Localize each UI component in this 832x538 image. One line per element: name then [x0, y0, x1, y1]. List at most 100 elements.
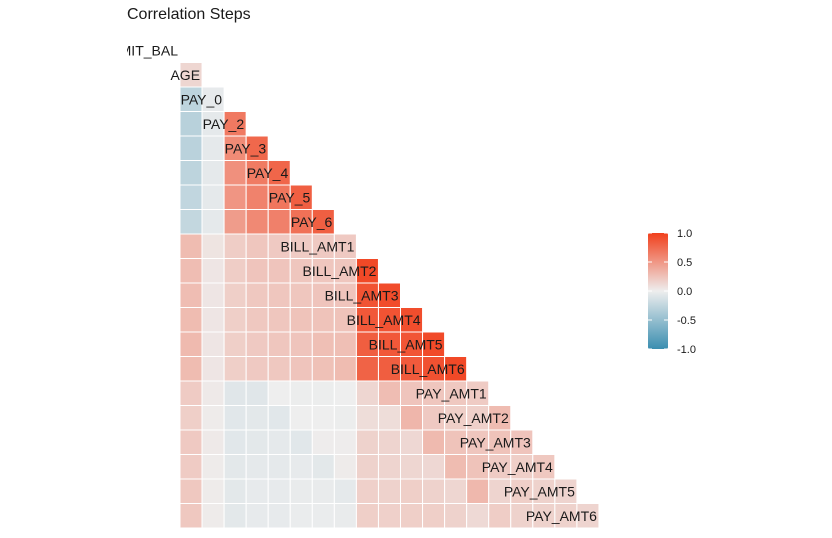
heatmap-cell: [311, 454, 335, 480]
heatmap-cell: [289, 478, 313, 504]
heatmap-cell: [179, 135, 203, 161]
heatmap-cell: [245, 454, 269, 480]
heatmap-cell: [355, 478, 379, 504]
variable-label: BILL_AMT5: [369, 336, 443, 352]
heatmap-cell: [223, 258, 247, 284]
heatmap-cell: [179, 111, 203, 137]
heatmap-cell: [201, 233, 225, 259]
heatmap-cell: [400, 405, 424, 431]
heatmap-cell: [289, 380, 313, 406]
heatmap-cell: [245, 405, 269, 431]
heatmap-cell: [179, 233, 203, 259]
heatmap-cell: [201, 503, 225, 529]
heatmap-cell: [245, 307, 269, 333]
variable-label: PAY_3: [225, 140, 267, 156]
heatmap-cell: [245, 503, 269, 529]
heatmap-cell: [289, 307, 313, 333]
heatmap-cell: [223, 380, 247, 406]
heatmap-cell: [179, 356, 203, 382]
heatmap-cell: [267, 356, 291, 382]
heatmap-cell: [223, 307, 247, 333]
variable-label: LIMIT_BAL: [108, 42, 178, 58]
heatmap-cell: [377, 380, 402, 406]
variable-label: BILL_AMT1: [280, 238, 354, 254]
heatmap-cell: [201, 307, 225, 333]
heatmap-cell: [267, 258, 291, 284]
heatmap-cell: [201, 209, 225, 235]
heatmap-cell: [444, 503, 468, 529]
heatmap-cell: [289, 454, 313, 480]
heatmap-cell: [223, 233, 247, 259]
heatmap-cell: [333, 356, 357, 382]
variable-label: BILL_AMT4: [347, 312, 421, 328]
heatmap-cell: [333, 503, 357, 529]
variable-label: PAY_2: [203, 116, 245, 132]
heatmap-cell: [267, 454, 291, 480]
variable-label: PAY_AMT3: [460, 434, 531, 450]
heatmap-cell: [245, 209, 269, 235]
heatmap-cell: [267, 282, 291, 308]
variable-label: PAY_AMT6: [526, 508, 597, 524]
heatmap-cell: [311, 405, 335, 431]
chart-title: Correlation Steps: [127, 6, 251, 23]
variable-label: PAY_AMT5: [504, 483, 575, 499]
heatmap-cell: [245, 184, 269, 210]
heatmap-cell: [245, 356, 269, 382]
heatmap-cell: [179, 331, 203, 357]
heatmap-cell: [355, 454, 379, 480]
heatmap-cell: [400, 503, 424, 529]
heatmap-cell: [179, 478, 203, 504]
heatmap-cell: [267, 429, 291, 455]
heatmap-cell: [201, 356, 225, 382]
heatmap-cell: [201, 282, 225, 308]
heatmap-cell: [289, 331, 313, 357]
heatmap-cell: [201, 258, 225, 284]
heatmap-cell: [223, 405, 247, 431]
heatmap-cell: [245, 331, 269, 357]
heatmap-cell: [179, 307, 203, 333]
heatmap-cell: [576, 503, 600, 529]
heatmap-cell: [179, 503, 203, 529]
heatmap-cell: [444, 454, 468, 480]
heatmap-cell: [245, 380, 269, 406]
heatmap-cell: [422, 454, 446, 480]
heatmap-cell: [333, 454, 357, 480]
heatmap-cell: [179, 405, 203, 431]
heatmap-cell: [201, 429, 225, 455]
heatmap-cell: [333, 429, 357, 455]
heatmap-cell: [201, 405, 225, 431]
heatmap-cell: [245, 478, 269, 504]
heatmap-cell: [179, 160, 203, 186]
heatmap-cell: [377, 429, 402, 455]
heatmap-cell: [311, 503, 335, 529]
heatmap-cell: [355, 405, 379, 431]
heatmap-cell: [245, 233, 269, 259]
variable-label: PAY_0: [181, 91, 223, 107]
heatmap-cell: [355, 380, 379, 406]
heatmap-cell: [377, 405, 402, 431]
heatmap-cell: [333, 331, 357, 357]
variable-labels: LIMIT_BAL AGE PAY_0 PAY_2 PAY_3 PAY_4 PAY_5 PAY…: [108, 42, 597, 524]
heatmap-cell: [333, 405, 357, 431]
heatmap-cell: [223, 356, 247, 382]
heatmap-cell: [400, 454, 424, 480]
variable-label: BILL_AMT2: [303, 263, 377, 279]
heatmap-cell: [223, 160, 247, 186]
heatmap-cell: [311, 478, 335, 504]
variable-label: PAY_6: [291, 214, 333, 230]
heatmap-cell: [179, 454, 203, 480]
heatmap-cell: [311, 429, 335, 455]
heatmap-cell: [201, 135, 225, 161]
heatmap-cell: [311, 356, 335, 382]
heatmap-cell: [355, 429, 379, 455]
heatmap-cell: [223, 184, 247, 210]
heatmap-cell: [201, 160, 225, 186]
heatmap-cell: [422, 478, 446, 504]
variable-label: PAY_4: [247, 165, 289, 181]
heatmap-cell: [245, 258, 269, 284]
heatmap-cell: [355, 503, 379, 529]
heatmap-cell: [179, 184, 203, 210]
heatmap-cell: [179, 282, 203, 308]
heatmap-cell: [289, 405, 313, 431]
heatmap-cell: [488, 503, 512, 529]
